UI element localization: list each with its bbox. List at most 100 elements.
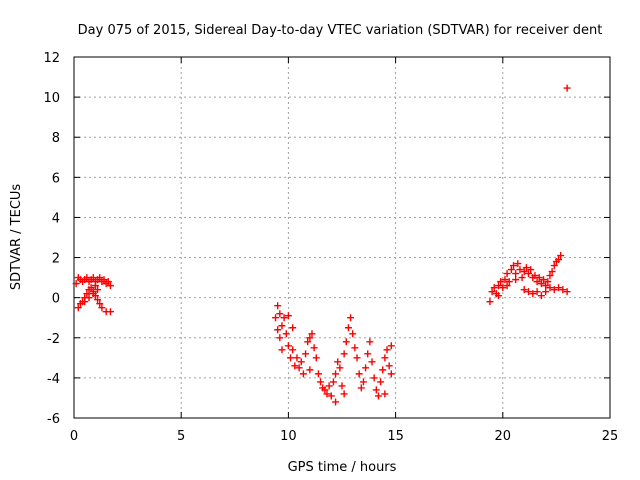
data-point bbox=[272, 314, 280, 322]
data-point bbox=[74, 304, 82, 312]
data-point bbox=[302, 350, 310, 358]
data-point bbox=[550, 262, 558, 270]
data-point bbox=[100, 276, 108, 284]
data-point bbox=[379, 366, 387, 374]
data-point bbox=[276, 310, 284, 318]
data-point bbox=[510, 262, 518, 270]
data-point bbox=[291, 362, 299, 370]
data-point bbox=[501, 276, 509, 284]
data-point bbox=[293, 354, 301, 362]
data-point bbox=[531, 272, 539, 280]
data-point bbox=[329, 378, 337, 386]
x-axis-label: GPS time / hours bbox=[288, 460, 397, 475]
data-point bbox=[537, 280, 545, 288]
data-point bbox=[106, 282, 114, 290]
data-point bbox=[514, 260, 522, 268]
data-point bbox=[314, 370, 322, 378]
data-point bbox=[563, 84, 571, 92]
data-point bbox=[374, 392, 382, 400]
data-point bbox=[550, 286, 558, 294]
data-point bbox=[381, 390, 389, 398]
grid bbox=[74, 57, 610, 418]
data-point bbox=[96, 274, 104, 282]
y-axis: -6 -4 -2 0 2 4 6 8 10 12 bbox=[43, 51, 610, 427]
data-point bbox=[284, 312, 292, 320]
data-point bbox=[332, 370, 340, 378]
data-point bbox=[342, 338, 350, 346]
data-point bbox=[304, 338, 312, 346]
data-point bbox=[520, 286, 528, 294]
data-point bbox=[366, 338, 374, 346]
y-tick-label: 10 bbox=[43, 91, 60, 106]
y-tick-label: -6 bbox=[47, 412, 60, 427]
y-tick-label: 0 bbox=[52, 292, 60, 307]
data-point bbox=[83, 274, 91, 282]
data-point bbox=[527, 266, 535, 274]
y-tick-label: 4 bbox=[52, 211, 60, 226]
data-point bbox=[280, 314, 288, 322]
data-point bbox=[381, 354, 389, 362]
data-point bbox=[516, 266, 524, 274]
data-point bbox=[546, 284, 554, 292]
data-point bbox=[518, 274, 526, 282]
data-point bbox=[83, 290, 91, 298]
data-point bbox=[387, 342, 395, 350]
data-point bbox=[548, 268, 556, 276]
data-point bbox=[542, 282, 550, 290]
data-point bbox=[368, 358, 376, 366]
data-point bbox=[274, 302, 282, 310]
data-point bbox=[284, 342, 292, 350]
data-point bbox=[344, 324, 352, 332]
data-point bbox=[312, 354, 320, 362]
data-point bbox=[96, 300, 104, 308]
data-point bbox=[364, 350, 372, 358]
data-point bbox=[89, 290, 97, 298]
data-point bbox=[387, 370, 395, 378]
x-tick-label: 15 bbox=[387, 429, 404, 444]
data-point bbox=[525, 288, 533, 296]
data-point bbox=[338, 382, 346, 390]
data-point bbox=[106, 308, 114, 316]
data-point bbox=[278, 346, 286, 354]
data-point bbox=[308, 330, 316, 338]
data-point bbox=[274, 326, 282, 334]
data-point bbox=[512, 276, 520, 284]
data-point bbox=[87, 284, 95, 292]
data-point bbox=[512, 270, 520, 278]
y-tick-label: 8 bbox=[52, 131, 60, 146]
data-point bbox=[336, 364, 344, 372]
data-point bbox=[353, 354, 361, 362]
data-point bbox=[503, 282, 511, 290]
data-point bbox=[370, 374, 378, 382]
data-point bbox=[282, 330, 290, 338]
data-point bbox=[306, 334, 314, 342]
data-point bbox=[278, 322, 286, 330]
data-point bbox=[377, 378, 385, 386]
data-point bbox=[533, 288, 541, 296]
data-point bbox=[359, 378, 367, 386]
data-point bbox=[347, 314, 355, 322]
data-point bbox=[544, 278, 552, 286]
data-point bbox=[332, 398, 340, 406]
data-point bbox=[546, 272, 554, 280]
data-point bbox=[503, 270, 511, 278]
data-point bbox=[555, 256, 563, 264]
data-points bbox=[72, 84, 571, 406]
y-tick-label: -4 bbox=[47, 372, 60, 387]
x-tick-label: 20 bbox=[495, 429, 512, 444]
data-point bbox=[533, 278, 541, 286]
data-point bbox=[520, 268, 528, 276]
data-point bbox=[486, 298, 494, 306]
data-point bbox=[321, 386, 329, 394]
data-point bbox=[98, 304, 106, 312]
data-point bbox=[522, 264, 530, 272]
data-point bbox=[495, 292, 503, 300]
data-point bbox=[372, 386, 380, 394]
data-point bbox=[81, 298, 89, 306]
data-point bbox=[287, 354, 295, 362]
y-tick-label: 2 bbox=[52, 252, 60, 267]
data-point bbox=[505, 278, 513, 286]
data-point bbox=[383, 346, 391, 354]
data-point bbox=[276, 334, 284, 342]
data-point bbox=[295, 364, 303, 372]
